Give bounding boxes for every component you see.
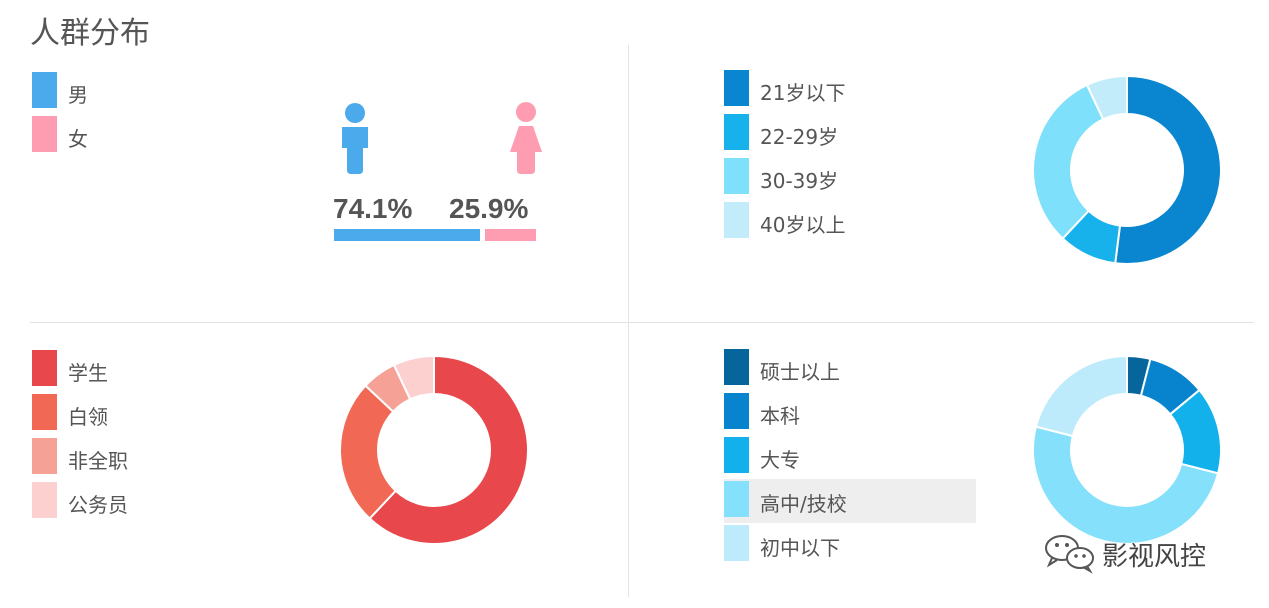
- male-share-bar: [334, 229, 480, 241]
- legend-item: 初中以下: [724, 523, 976, 567]
- legend-swatch: [724, 114, 749, 150]
- legend-swatch: [32, 394, 57, 430]
- legend-item: 非全职: [32, 436, 284, 480]
- education-donut-chart: [1032, 354, 1222, 545]
- legend-label: 高中/技校: [760, 492, 847, 516]
- legend-label: 女: [68, 127, 88, 151]
- vertical-divider: [628, 45, 629, 597]
- horizontal-divider: [30, 322, 1254, 323]
- legend-label: 男: [68, 83, 88, 107]
- legend-item: 21岁以下: [724, 68, 976, 112]
- legend-item: 22-29岁: [724, 112, 976, 156]
- legend-item: 硕士以上: [724, 347, 976, 391]
- age-donut-chart: [1032, 74, 1222, 265]
- legend-swatch: [32, 350, 57, 386]
- legend-swatch: [724, 349, 749, 385]
- legend-swatch: [32, 72, 57, 108]
- legend-label: 非全职: [68, 449, 128, 473]
- legend-label: 本科: [760, 404, 800, 428]
- legend-item: 学生: [32, 348, 284, 392]
- donut-slice-21岁以下: [1114, 74, 1222, 265]
- legend-item: 40岁以上: [724, 200, 976, 244]
- watermark-text: 影视风控: [1102, 542, 1207, 572]
- legend-swatch: [32, 482, 57, 518]
- legend-label: 22-29岁: [760, 125, 839, 149]
- legend-label: 白领: [68, 405, 108, 429]
- donut-slice-30-39岁: [1032, 83, 1105, 240]
- male-percentage: 74.1%: [333, 193, 413, 224]
- legend-item: 本科: [724, 391, 976, 435]
- female-share-bar: [485, 229, 536, 241]
- legend-label: 初中以下: [760, 536, 840, 560]
- legend-label: 大专: [760, 448, 800, 472]
- wechat-icon: [1045, 535, 1094, 574]
- education-legend: 硕士以上本科大专高中/技校初中以下: [724, 347, 976, 567]
- occupation-donut-chart: [339, 354, 529, 545]
- legend-item: 公务员: [32, 480, 284, 524]
- legend-item: 白领: [32, 392, 284, 436]
- legend-swatch: [32, 116, 57, 152]
- male-person-icon: [342, 103, 368, 174]
- gender-legend: 男女: [32, 70, 284, 158]
- legend-item: 30-39岁: [724, 156, 976, 200]
- legend-label: 公务员: [68, 493, 128, 517]
- legend-swatch: [724, 202, 749, 238]
- legend-swatch: [724, 525, 749, 561]
- legend-swatch: [724, 70, 749, 106]
- donut-slice-初中以下: [1034, 354, 1128, 438]
- legend-label: 30-39岁: [760, 169, 839, 193]
- occupation-legend: 学生白领非全职公务员: [32, 348, 284, 524]
- female-percentage: 25.9%: [449, 193, 529, 224]
- legend-label: 21岁以下: [760, 81, 846, 105]
- legend-swatch: [724, 437, 749, 473]
- donut-slice-高中/技校: [1032, 425, 1220, 545]
- legend-item: 大专: [724, 435, 976, 479]
- legend-swatch: [724, 393, 749, 429]
- legend-swatch: [724, 481, 749, 517]
- legend-item: 女: [32, 114, 284, 158]
- legend-swatch: [724, 158, 749, 194]
- page-title: 人群分布: [30, 16, 150, 51]
- donut-slice-学生: [368, 354, 529, 545]
- legend-label: 40岁以上: [760, 213, 846, 237]
- age-legend: 21岁以下 22-29岁 30-39岁 40岁以上: [724, 68, 976, 244]
- legend-item: 男: [32, 70, 284, 114]
- legend-swatch: [32, 438, 57, 474]
- legend-item: 高中/技校: [724, 479, 976, 523]
- donut-slice-40岁以上: [1085, 74, 1128, 121]
- donut-slice-公务员: [392, 354, 435, 401]
- legend-label: 硕士以上: [760, 360, 840, 384]
- female-person-icon: [510, 102, 542, 174]
- legend-label: 学生: [68, 361, 108, 385]
